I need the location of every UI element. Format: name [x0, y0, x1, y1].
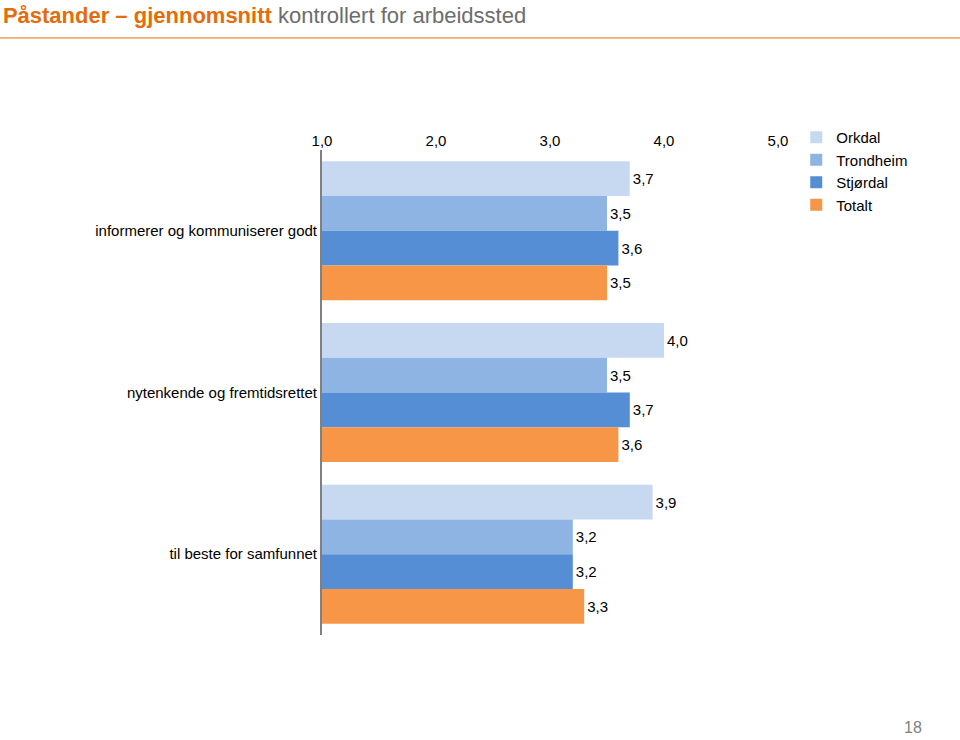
svg-text:informerer og kommuniserer god: informerer og kommuniserer godt	[95, 222, 318, 239]
svg-text:Påstander – gjennomsnitt kontr: Påstander – gjennomsnitt kontrollert for…	[3, 3, 526, 28]
svg-text:3,7: 3,7	[633, 170, 654, 187]
svg-text:Orkdal: Orkdal	[836, 129, 880, 146]
svg-text:3,2: 3,2	[576, 563, 597, 580]
svg-text:3,9: 3,9	[656, 494, 677, 511]
svg-text:nytenkende og fremtidsrettet: nytenkende og fremtidsrettet	[127, 384, 318, 401]
svg-text:18: 18	[904, 719, 922, 736]
svg-text:3,6: 3,6	[621, 436, 642, 453]
svg-text:3,0: 3,0	[540, 132, 561, 149]
svg-text:Trondheim: Trondheim	[836, 152, 907, 169]
svg-text:4,0: 4,0	[667, 332, 688, 349]
svg-text:3,5: 3,5	[610, 274, 631, 291]
svg-text:5,0: 5,0	[768, 132, 789, 149]
svg-text:til beste for samfunnet: til beste for samfunnet	[169, 545, 317, 562]
svg-text:1,0: 1,0	[312, 132, 333, 149]
svg-text:3,7: 3,7	[633, 401, 654, 418]
svg-text:Totalt: Totalt	[836, 197, 873, 214]
svg-text:3,5: 3,5	[610, 205, 631, 222]
svg-text:3,2: 3,2	[576, 528, 597, 545]
svg-text:3,5: 3,5	[610, 367, 631, 384]
svg-text:Stjørdal: Stjørdal	[836, 174, 888, 191]
svg-text:3,6: 3,6	[621, 240, 642, 257]
svg-text:4,0: 4,0	[654, 132, 675, 149]
svg-text:2,0: 2,0	[426, 132, 447, 149]
svg-text:3,3: 3,3	[587, 598, 608, 615]
